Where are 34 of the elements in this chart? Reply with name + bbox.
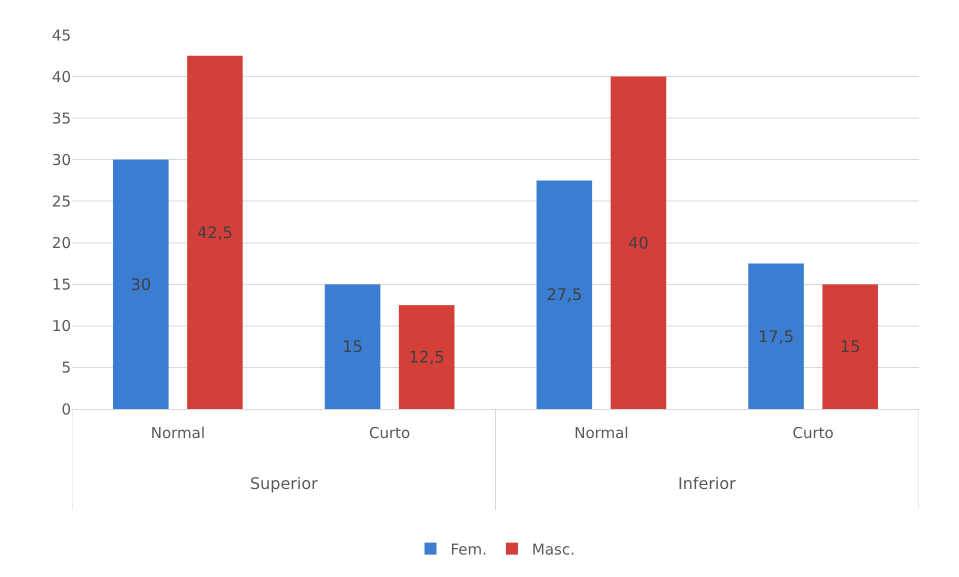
legend-label: Masc. [532, 540, 575, 559]
x-tick-label: Normal [574, 424, 629, 442]
y-tick-label: 10 [52, 317, 71, 336]
bar [822, 284, 878, 409]
bar [748, 264, 804, 409]
y-tick-label: 5 [61, 358, 71, 377]
x-tick-label: Curto [369, 424, 410, 442]
bar [536, 180, 592, 409]
bar [113, 160, 169, 409]
y-tick-label: 25 [52, 192, 71, 210]
text: Inferior [678, 474, 736, 493]
data-label: 15 [342, 337, 363, 356]
data-label: 30 [130, 274, 151, 294]
bar [324, 284, 380, 409]
data-label: 40 [628, 233, 649, 252]
data-label: 42,5 [197, 222, 233, 242]
x-tick-label: Curto [792, 424, 834, 442]
y-tick-label: 20 [52, 234, 71, 252]
y-tick-label: 15 [52, 276, 71, 294]
bar [398, 305, 454, 409]
x-tick-label: Normal [150, 424, 206, 442]
bar [187, 56, 243, 409]
data-label: 12,5 [408, 348, 444, 367]
y-tick-label: 30 [52, 150, 71, 169]
bar [610, 76, 666, 409]
y-tick-label: 45 [52, 26, 71, 44]
y-tick-label: 35 [52, 109, 71, 128]
data-label: 15 [840, 337, 860, 356]
legend-label: Fem. [450, 540, 487, 559]
data-label: 27,5 [546, 285, 582, 304]
data-label: 17,5 [758, 326, 794, 346]
y-tick-label: 0 [61, 400, 71, 418]
text: Superior [250, 474, 318, 493]
y-tick-label: 40 [52, 68, 71, 86]
